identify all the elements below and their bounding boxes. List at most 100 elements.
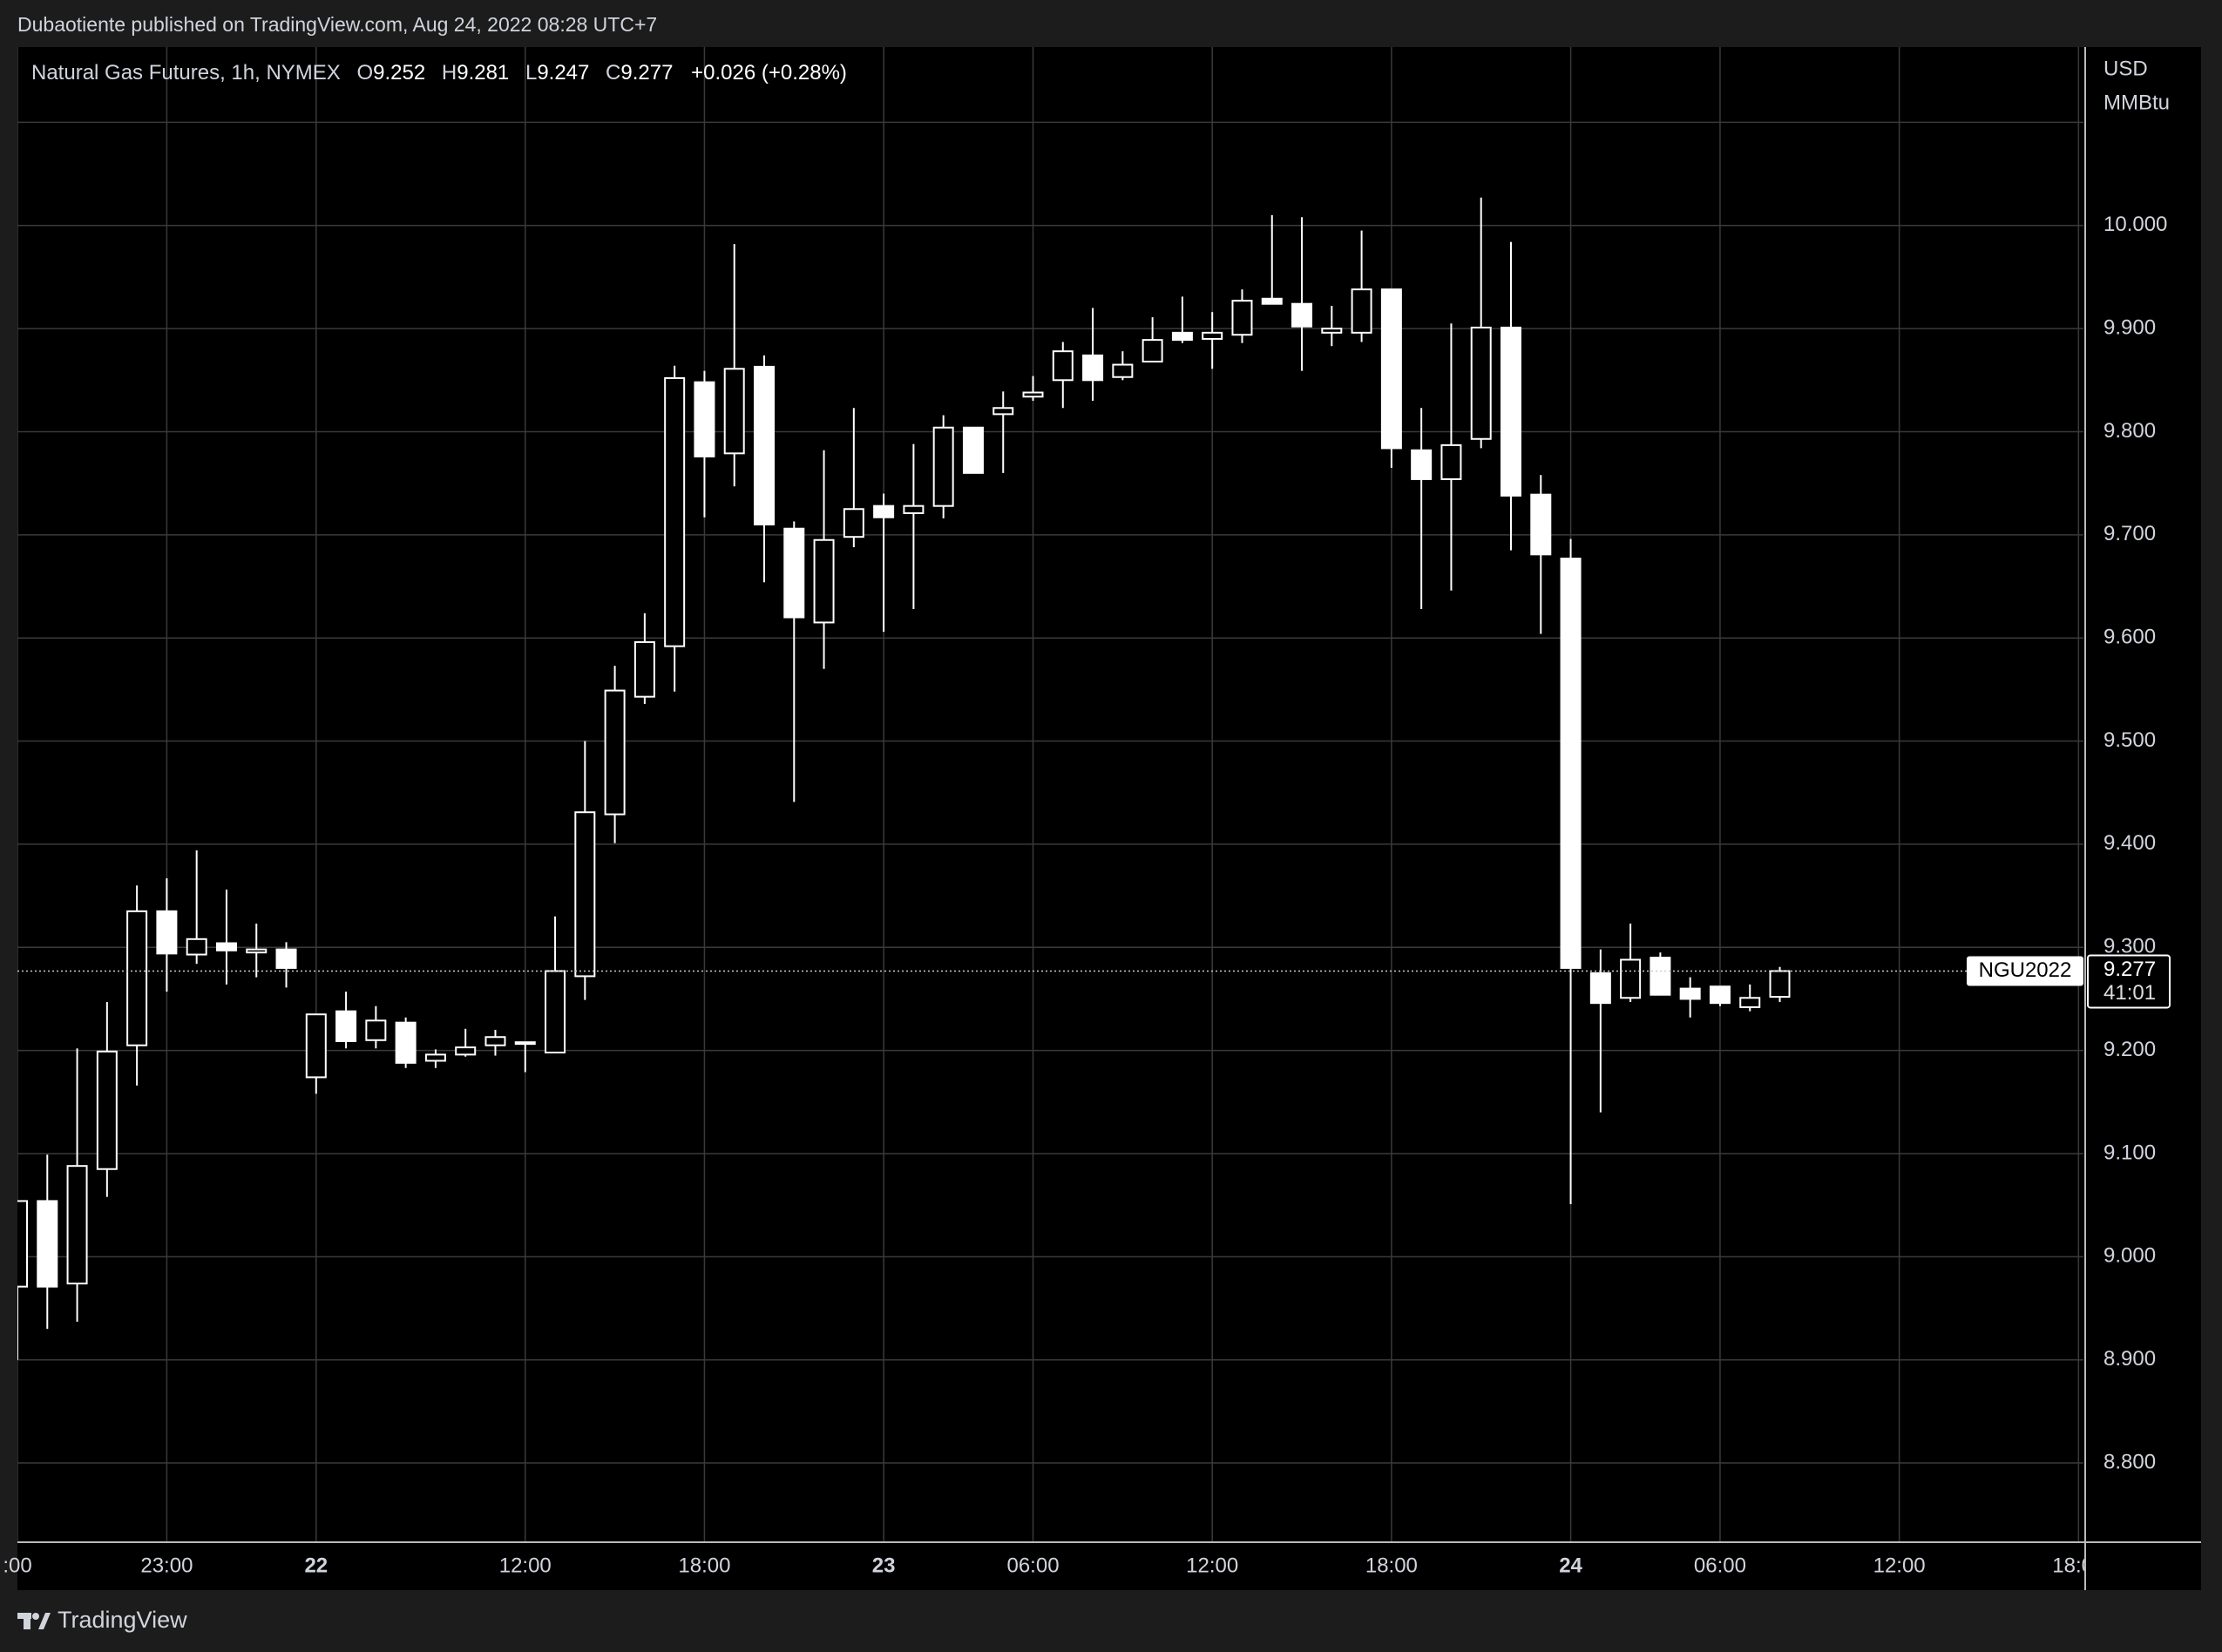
legend-change: +0.026 (+0.28%) bbox=[691, 61, 847, 85]
candle-body bbox=[1082, 354, 1104, 382]
x-tick-label: 06:00 bbox=[1006, 1554, 1059, 1577]
candle-body bbox=[514, 1041, 536, 1046]
x-tick-label: 06:00 bbox=[1694, 1554, 1746, 1577]
candle-body bbox=[1470, 326, 1492, 440]
y-unit: USD bbox=[2103, 57, 2148, 80]
candle-body bbox=[1560, 558, 1582, 969]
candle-body bbox=[1261, 297, 1283, 305]
candle-body bbox=[1739, 997, 1761, 1008]
symbol-label: NGU2022 bbox=[1979, 958, 2072, 982]
candle-body bbox=[574, 811, 596, 978]
candle-body bbox=[783, 527, 805, 619]
brand-logo bbox=[17, 1613, 51, 1629]
candle-body bbox=[1501, 326, 1521, 497]
candle-body bbox=[66, 1165, 88, 1285]
candle-body bbox=[365, 1019, 387, 1041]
candle-body bbox=[903, 504, 925, 514]
candle-body bbox=[1231, 300, 1253, 336]
legend-low: 9.247 bbox=[537, 61, 589, 85]
candle-body bbox=[186, 938, 207, 956]
x-tick-label: 24 bbox=[1559, 1554, 1582, 1577]
candle-body bbox=[843, 508, 864, 538]
candle-body bbox=[1589, 972, 1611, 1005]
y-tick-label: 9.400 bbox=[2103, 831, 2156, 855]
x-tick-label: 18:00 bbox=[1365, 1554, 1418, 1577]
x-tick-label: 18:00 bbox=[2052, 1554, 2104, 1577]
candle-body bbox=[1709, 985, 1731, 1005]
candle-body bbox=[1530, 493, 1552, 556]
symbol-label-bg bbox=[1967, 956, 2083, 986]
candle-body bbox=[1620, 958, 1642, 999]
candle-body bbox=[962, 426, 984, 474]
candle-body bbox=[17, 1200, 28, 1288]
candle-body bbox=[1440, 443, 1462, 480]
price-label-bg bbox=[2087, 954, 2171, 1009]
candle-body bbox=[1112, 363, 1134, 378]
price-label: 9.277 bbox=[2103, 958, 2156, 981]
candle-body bbox=[96, 1050, 118, 1170]
candle-body bbox=[694, 381, 715, 457]
candle-body bbox=[1679, 987, 1701, 1000]
y-tick-label: 9.200 bbox=[2103, 1038, 2156, 1061]
y-tick-label: 9.100 bbox=[2103, 1141, 2156, 1164]
candle-body bbox=[424, 1053, 446, 1062]
legend: Natural Gas Futures, 1h, NYMEX O9.252 H9… bbox=[31, 61, 847, 85]
y-tick-label: 10.000 bbox=[2103, 213, 2167, 236]
candle-body bbox=[1202, 331, 1223, 340]
candle-body bbox=[484, 1036, 506, 1046]
x-tick-label: 22 bbox=[304, 1554, 328, 1577]
candle-body bbox=[992, 407, 1014, 416]
y-tick-label: 8.800 bbox=[2103, 1450, 2156, 1473]
candle-body bbox=[1769, 970, 1791, 999]
y-tick-label: 9.800 bbox=[2103, 419, 2156, 443]
publish-info: Dubaotiente published on TradingView.com… bbox=[17, 13, 657, 36]
candle-body bbox=[754, 365, 775, 525]
candle-body bbox=[1411, 449, 1433, 480]
y-tick-label: 9.600 bbox=[2103, 626, 2156, 649]
legend-high: 9.281 bbox=[457, 61, 509, 85]
candle-body bbox=[1321, 328, 1343, 334]
candle-body bbox=[1351, 288, 1372, 334]
candle-body bbox=[813, 538, 835, 624]
candle-body bbox=[604, 689, 626, 816]
candle-body bbox=[932, 426, 954, 507]
candle-body bbox=[37, 1200, 58, 1288]
candle-body bbox=[664, 376, 686, 647]
x-tick-label: 23 bbox=[872, 1554, 896, 1577]
x-tick-label: 12:00 bbox=[1186, 1554, 1238, 1577]
x-tick-label: 12:00 bbox=[499, 1554, 552, 1577]
brand: TradingView bbox=[58, 1607, 187, 1633]
candle-body bbox=[275, 948, 297, 969]
legend-l: L bbox=[525, 61, 537, 85]
x-tick-label: :00 bbox=[3, 1554, 31, 1577]
candle-body bbox=[126, 910, 148, 1046]
candle-body bbox=[1171, 331, 1193, 342]
unit-bg bbox=[2091, 52, 2196, 131]
legend-open: 9.252 bbox=[373, 61, 425, 85]
x-tick-label: 23:00 bbox=[140, 1554, 193, 1577]
candle-body bbox=[335, 1010, 357, 1042]
candle-body bbox=[395, 1021, 417, 1064]
candle-body bbox=[1052, 350, 1074, 382]
candle-body bbox=[873, 504, 895, 518]
candle-body bbox=[246, 948, 268, 954]
candle-body bbox=[1141, 339, 1163, 362]
y-tick-label: 9.300 bbox=[2103, 935, 2156, 958]
y-tick-label: 9.000 bbox=[2103, 1244, 2156, 1268]
candle-body bbox=[723, 368, 745, 455]
candle-body bbox=[1291, 302, 1313, 328]
legend-title: Natural Gas Futures, 1h, NYMEX bbox=[31, 61, 341, 85]
countdown: 41:01 bbox=[2103, 981, 2156, 1005]
legend-o: O bbox=[356, 61, 373, 85]
legend-c: C bbox=[606, 61, 620, 85]
candle-body bbox=[633, 640, 655, 698]
x-tick-label: 12:00 bbox=[1873, 1554, 1926, 1577]
candle-body bbox=[455, 1046, 477, 1056]
y-unit: MMBtu bbox=[2103, 91, 2170, 114]
candle-body bbox=[1380, 288, 1402, 450]
y-tick-label: 9.500 bbox=[2103, 728, 2156, 752]
y-tick-label: 8.900 bbox=[2103, 1347, 2156, 1371]
candle-body bbox=[305, 1013, 327, 1079]
